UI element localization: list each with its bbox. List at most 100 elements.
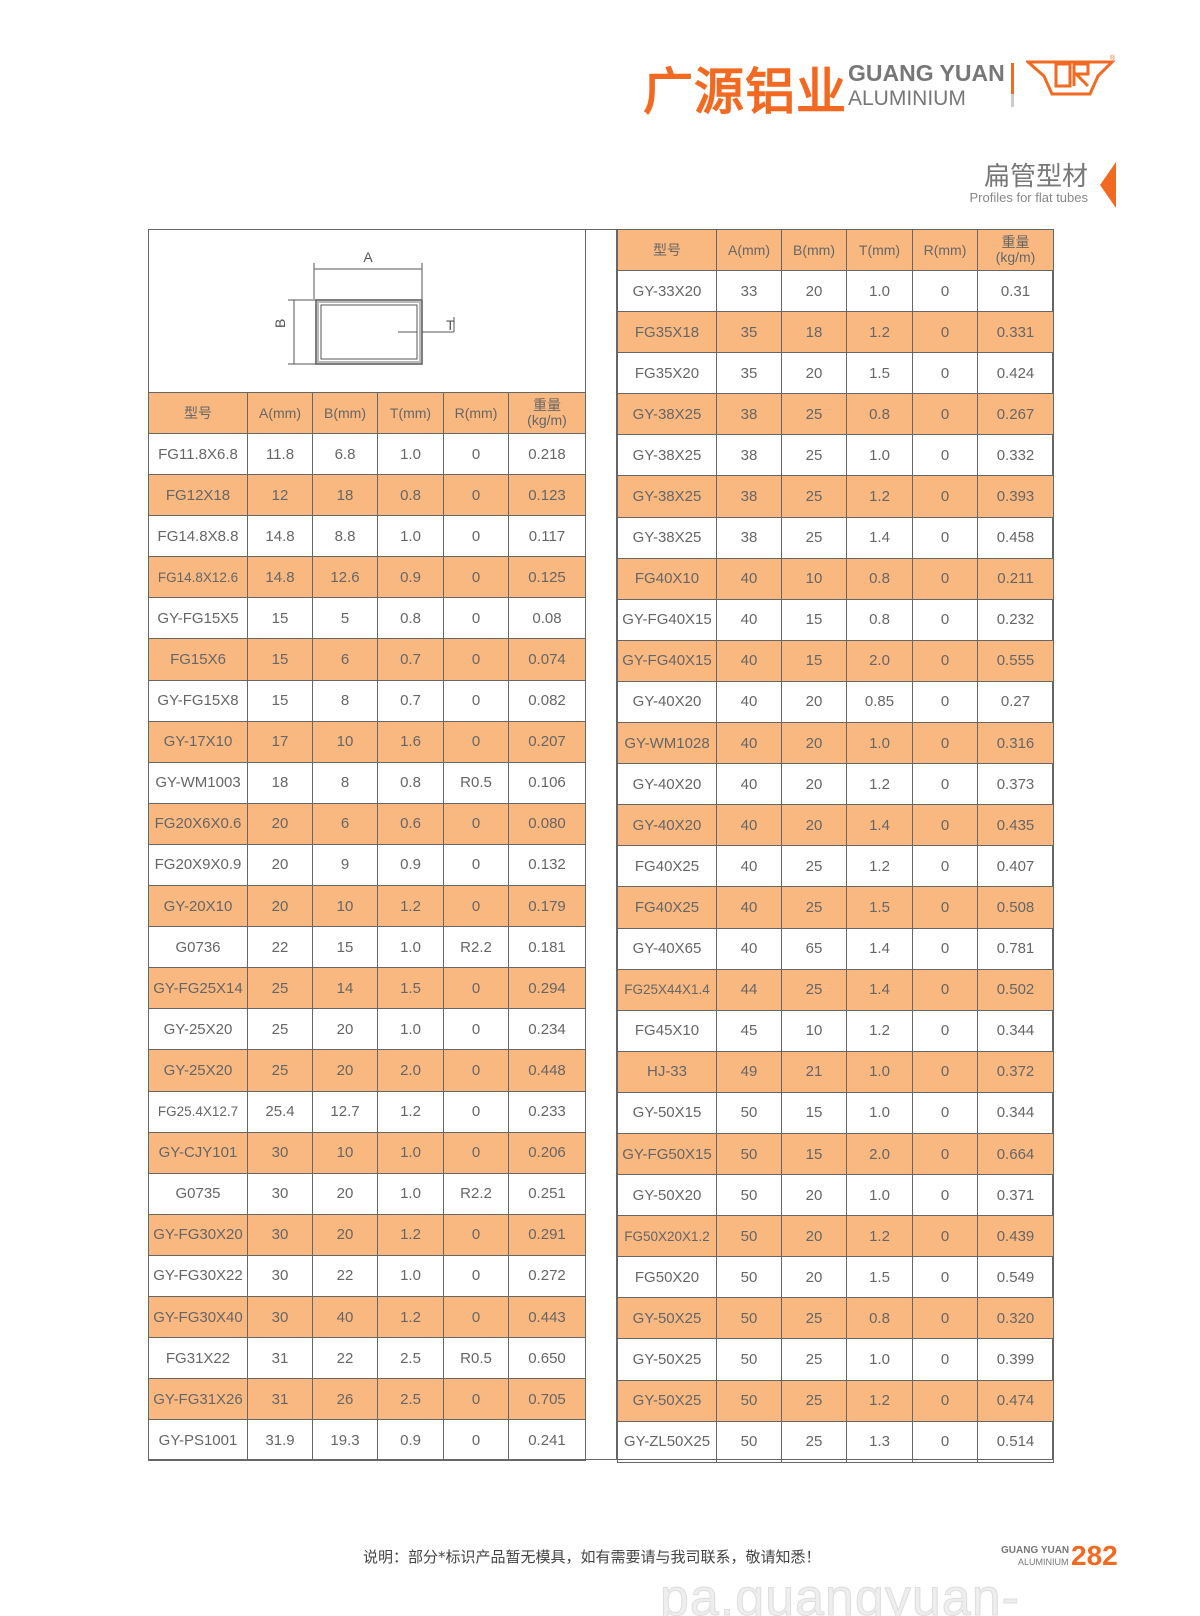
table-cell: 0.7 [377, 638, 444, 681]
table-header: 型号 A(mm) B(mm) T(mm) R(mm) 重量 (kg/m) [617, 229, 1054, 271]
table-cell: 38 [716, 393, 782, 436]
table-cell: 1.0 [846, 434, 913, 477]
table-cell: 0.241 [508, 1419, 586, 1462]
table-cell: 15 [312, 926, 378, 969]
table-cell: 0.7 [377, 679, 444, 722]
footer-brand: GUANG YUAN [1001, 1545, 1070, 1556]
table-cell: 1.0 [377, 515, 444, 558]
table-cell: 0.407 [977, 845, 1054, 888]
table-cell: 1.0 [377, 1131, 444, 1174]
table-cell: 0 [912, 1174, 978, 1217]
table-row: FG14.8X12.6 14.8 12.6 0.9 0 0.125 [148, 556, 586, 599]
table-cell: 0 [443, 1090, 509, 1133]
table-cell: 21 [781, 1050, 847, 1093]
table-cell: 50 [716, 1132, 782, 1176]
table-row: GY-FG15X5 15 5 0.8 0 0.08 [148, 597, 586, 640]
table-cell: 20 [781, 680, 847, 724]
table-cell: GY-38X25 [617, 475, 717, 518]
table-cell: 19.3 [312, 1419, 378, 1462]
table-row: GY-40X65 40 65 1.4 0 0.781 [617, 927, 1054, 970]
table-cell: GY-40X20 [617, 763, 717, 806]
column-header: 型号 [148, 392, 248, 434]
table-cell: 38 [716, 516, 782, 559]
table-cell: 0 [912, 1132, 978, 1176]
table-cell: 1.2 [846, 845, 913, 888]
table-cell: GY-FG50X15 [617, 1132, 717, 1176]
table-cell: 0.424 [977, 352, 1054, 395]
table-cell: R2.2 [443, 1172, 509, 1215]
table-cell: 25 [247, 967, 313, 1010]
table-cell: 20 [312, 1049, 378, 1092]
table-row: GY-FG30X40 30 40 1.2 0 0.443 [148, 1295, 586, 1339]
table-cell: 0 [912, 269, 978, 313]
table-cell: 0.8 [846, 1297, 913, 1340]
table-cell: 31.9 [247, 1419, 313, 1462]
table-cell: 25 [247, 1008, 313, 1051]
column-header: 重量 (kg/m) [977, 229, 1054, 271]
table-cell: 50 [716, 1338, 782, 1381]
table-cell: 0.272 [508, 1254, 586, 1297]
table-cell: 0 [912, 516, 978, 559]
section-title: 扁管型材 [983, 162, 1088, 192]
table-cell: 9 [312, 843, 378, 887]
flat-tube-cross-section: A B T [272, 249, 455, 365]
table-cell: 0 [912, 1050, 978, 1093]
table-row: GY-40X20 40 20 1.2 0 0.373 [617, 763, 1054, 806]
table-cell: 0 [912, 1379, 978, 1422]
table-cell: 1.0 [377, 1008, 444, 1051]
table-cell: 20 [247, 802, 313, 845]
table-cell: 25 [781, 393, 847, 436]
table-cell: 2.5 [377, 1378, 444, 1421]
table-cell: 40 [716, 886, 782, 929]
table-cell: 2.5 [377, 1337, 444, 1380]
table-cell: 0.123 [508, 474, 586, 517]
table-cell: 8 [312, 761, 378, 804]
table-cell: 50 [716, 1091, 782, 1134]
table-cell: 0.9 [377, 843, 444, 887]
table-cell: 18 [781, 311, 847, 354]
table-cell: 0.344 [977, 1009, 1054, 1052]
table-cell: GY-FG25X14 [148, 967, 248, 1010]
table-cell: 1.4 [846, 804, 913, 847]
column-header: B(mm) [312, 392, 378, 434]
table-cell: 0.474 [977, 1379, 1054, 1422]
table-cell: 0 [912, 1009, 978, 1052]
table-cell: 0.6 [377, 802, 444, 845]
table-row: GY-FG30X22 30 22 1.0 0 0.272 [148, 1254, 586, 1297]
table-cell: 0.9 [377, 556, 444, 599]
table-cell: FG25X44X1.4 [617, 968, 717, 1011]
column-header: T(mm) [377, 392, 444, 434]
table-cell: 1.4 [846, 927, 913, 970]
table-cell: 1.2 [377, 885, 444, 928]
table-row: FG45X10 45 10 1.2 0 0.344 [617, 1009, 1054, 1052]
table-cell: 0.555 [977, 639, 1054, 682]
table-cell: 1.0 [846, 1091, 913, 1134]
table-cell: 0.373 [977, 763, 1054, 806]
table-cell: 6 [312, 802, 378, 845]
table-cell: 15 [247, 597, 313, 640]
table-cell: 0.117 [508, 515, 586, 558]
logo-divider [1011, 63, 1014, 107]
table-cell: 15 [781, 639, 847, 682]
table-row: FG12X18 12 18 0.8 0 0.123 [148, 474, 586, 517]
table-cell: 38 [716, 434, 782, 477]
table-cell: GY-WM1028 [617, 722, 717, 765]
table-cell: 0.9 [377, 1419, 444, 1462]
table-cell: 45 [716, 1009, 782, 1052]
table-cell: 25 [781, 1338, 847, 1381]
table-cell: 1.3 [846, 1420, 913, 1463]
table-cell: FG35X20 [617, 352, 717, 395]
table-cell: FG50X20 [617, 1256, 717, 1299]
table-cell: 40 [716, 680, 782, 724]
table-cell: 1.4 [846, 968, 913, 1011]
table-cell: FG20X9X0.9 [148, 843, 248, 887]
svg-text:®: ® [1110, 54, 1116, 62]
table-cell: 10 [312, 1131, 378, 1174]
table-cell: 0 [443, 843, 509, 887]
table-cell: 50 [716, 1174, 782, 1217]
table-row: GY-50X25 50 25 1.2 0 0.474 [617, 1379, 1054, 1422]
right-profile-table: 型号 A(mm) B(mm) T(mm) R(mm) 重量 (kg/m) GY-33X20… [617, 229, 1054, 1463]
table-cell: GY-FG30X20 [148, 1213, 248, 1256]
table-cell: 0 [912, 475, 978, 518]
